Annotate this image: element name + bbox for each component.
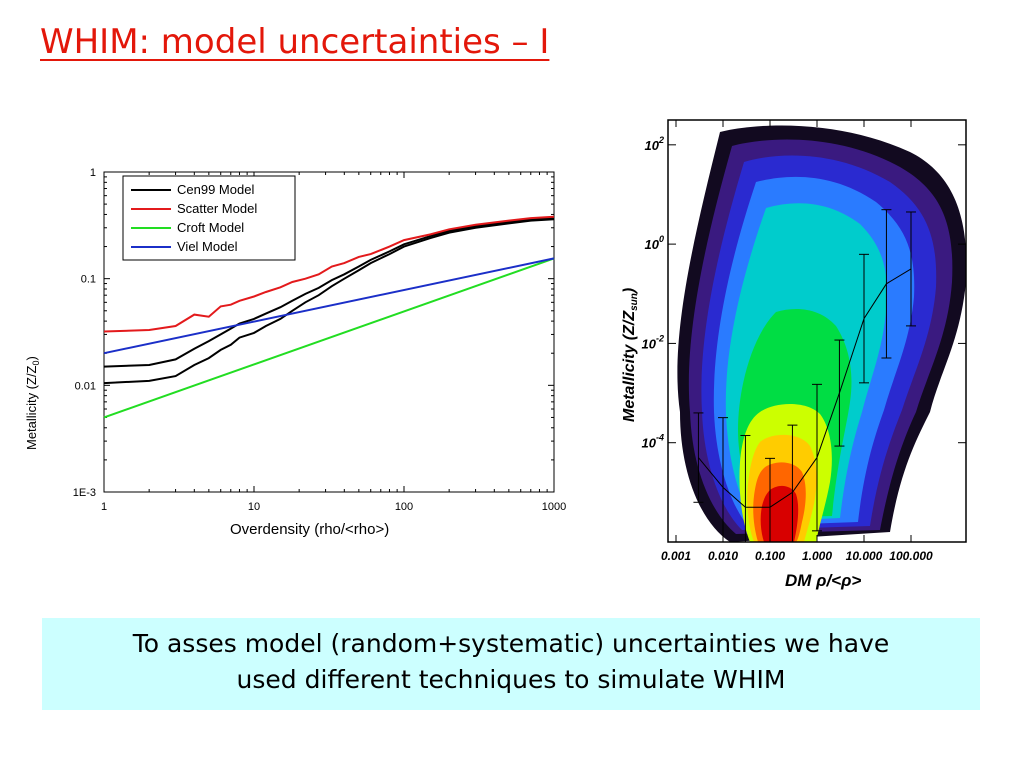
legend: Cen99 Model Scatter Model Croft Model Viel …	[122, 175, 296, 261]
slide-title: WHIM: model uncertainties – I	[40, 22, 550, 62]
series-line	[103, 217, 555, 368]
axis-ticks: 1 10 100 1000 1E-3 0.01 0.1 1	[73, 167, 566, 513]
y-axis-label: Metallicity (Z/Z0)	[24, 356, 41, 450]
heatmap-x-tick-label: 0.001	[661, 549, 691, 563]
heatmap-x-tick-label: 100.000	[889, 549, 933, 563]
heatmap-x-tick-label: 10.000	[846, 549, 883, 563]
heatmap-x-axis-label: DM ρ/<ρ>	[785, 571, 861, 590]
legend-label: Viel Model	[177, 239, 238, 254]
y-tick-label: 0.01	[75, 380, 96, 392]
caption-line-2: used different techniques to simulate WH…	[236, 665, 786, 694]
x-axis-label: Overdensity (rho/<rho>)	[230, 521, 389, 538]
heatmap-y-tick-label: 10-4	[642, 433, 664, 451]
y-tick-label: 1E-3	[73, 487, 96, 499]
series-line	[103, 218, 555, 385]
series-line	[103, 215, 555, 333]
heatmap-x-tick-label: 0.010	[708, 549, 738, 563]
heatmap-y-tick-label: 102	[645, 135, 664, 153]
caption-box: To asses model (random+systematic) uncer…	[42, 618, 980, 710]
legend-label: Cen99 Model	[177, 182, 254, 197]
x-tick-label: 1	[101, 501, 107, 513]
metallicity-line-chart: 1 10 100 1000 1E-3 0.01 0.1 1 Cen99 Model Scatte…	[24, 167, 566, 538]
series-line	[103, 257, 555, 355]
series-lines	[103, 215, 555, 419]
caption-line-1: To asses model (random+systematic) uncer…	[132, 629, 890, 658]
y-tick-label: 0.1	[81, 274, 96, 286]
median-curve	[698, 268, 912, 508]
heatmap-y-tick-label: 100	[645, 234, 664, 252]
legend-label: Croft Model	[177, 220, 244, 235]
x-tick-label: 1000	[542, 501, 566, 513]
density-metallicity-heatmap: 102 100 10-2 10-4 0.001 0.010 0.100 1.000 10.000…	[621, 119, 967, 590]
series-line	[103, 257, 555, 419]
y-tick-label: 1	[90, 167, 96, 179]
legend-label: Scatter Model	[177, 201, 257, 216]
heatmap-x-tick-label: 1.000	[802, 549, 832, 563]
heatmap-x-tick-label: 0.100	[755, 549, 785, 563]
heatmap-y-tick-label: 10-2	[642, 333, 664, 351]
heatmap-y-axis-label: Metallicity (Z/Zsun)	[621, 288, 640, 422]
heatmap-ticks: 102 100 10-2 10-4 0.001 0.010 0.100 1.000 10.000…	[642, 120, 966, 563]
x-tick-label: 100	[395, 501, 413, 513]
x-tick-label: 10	[248, 501, 260, 513]
